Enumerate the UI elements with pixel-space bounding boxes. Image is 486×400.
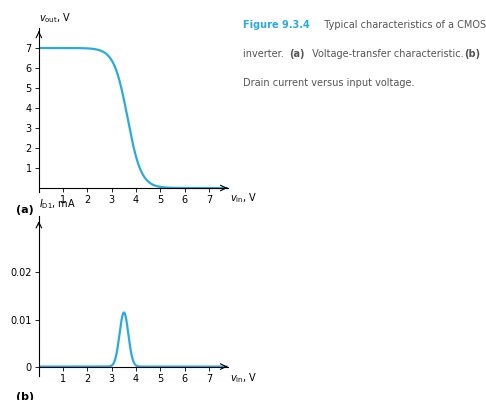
Text: Figure 9.3.4: Figure 9.3.4 xyxy=(243,20,310,30)
Text: $v_{\rm in}$, V: $v_{\rm in}$, V xyxy=(229,372,257,385)
Text: (b): (b) xyxy=(16,392,34,400)
Text: inverter.: inverter. xyxy=(243,49,287,59)
Text: $v_{\rm out}$, V: $v_{\rm out}$, V xyxy=(39,11,71,25)
Text: (b): (b) xyxy=(464,49,480,59)
Text: (a): (a) xyxy=(16,205,34,215)
Text: $v_{\rm in}$, V: $v_{\rm in}$, V xyxy=(229,191,257,205)
Text: Drain current versus input voltage.: Drain current versus input voltage. xyxy=(243,78,415,88)
Text: Typical characteristics of a CMOS: Typical characteristics of a CMOS xyxy=(318,20,486,30)
Text: $I_{\rm D1}$, mA: $I_{\rm D1}$, mA xyxy=(39,198,76,211)
Text: Voltage-transfer characteristic.: Voltage-transfer characteristic. xyxy=(309,49,467,59)
Text: (a): (a) xyxy=(289,49,305,59)
